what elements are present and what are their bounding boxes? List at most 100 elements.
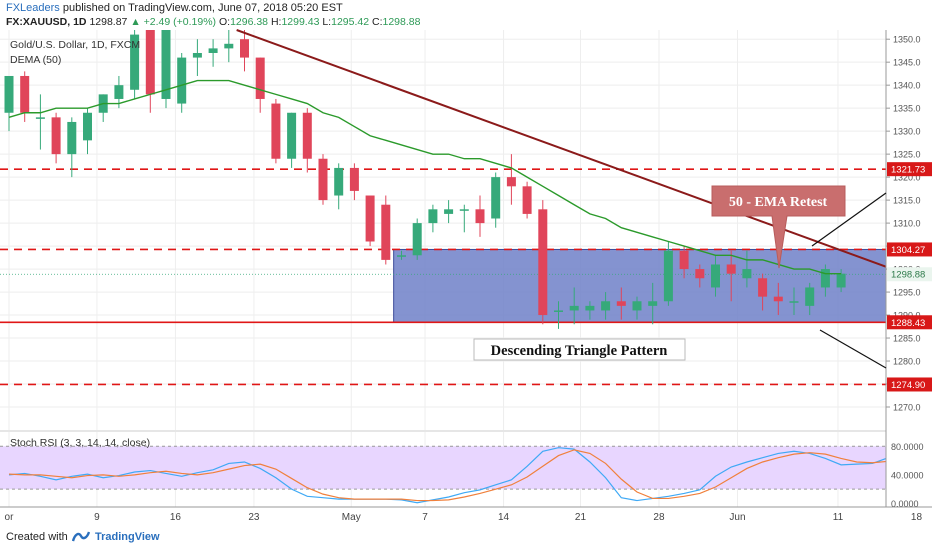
level-price-tag-bg [887, 315, 932, 330]
price-tick-label: 1270.0 [893, 403, 921, 413]
candle-body [397, 255, 406, 257]
high-label: H: [270, 16, 282, 28]
open-value: 1296.38 [230, 16, 269, 28]
created-with-text: Created with [6, 531, 68, 543]
footer: Created with TradingView [0, 525, 932, 550]
candle-body [349, 167, 359, 191]
candle-body [240, 39, 249, 58]
candle-body [538, 209, 548, 316]
candle-body [711, 264, 720, 288]
candle-body [789, 301, 799, 303]
pattern-label-text: Descending Triangle Pattern [491, 343, 668, 359]
candle-body [554, 310, 563, 312]
level-price-tag: 1321.73 [891, 165, 925, 176]
time-tick-label: 7 [422, 512, 428, 523]
price-tick-label: 1320.0 [893, 173, 921, 183]
rsi-tick-label: 0.0000 [891, 499, 919, 509]
price-tick-label: 1310.0 [893, 219, 921, 229]
price-tick-label: 1330.0 [893, 127, 921, 137]
upper-projection-line [811, 192, 887, 247]
candle-body [287, 112, 297, 159]
candle-body [4, 75, 14, 113]
main-pane [0, 30, 886, 430]
price-tick-label: 1325.0 [893, 150, 921, 160]
rsi-tick-label: 40.0000 [891, 470, 924, 480]
ema-callout-box [711, 185, 846, 269]
candle-body [773, 296, 783, 302]
rsi-title: Stoch RSI (3, 3, 14, 14, close) [10, 437, 150, 449]
time-tick-label: 11 [833, 512, 844, 523]
time-tick-label: 18 [911, 512, 923, 523]
time-tick-label: 23 [248, 512, 260, 523]
candle-body [444, 209, 454, 214]
candle-body [648, 301, 658, 306]
high-value: 1299.43 [281, 16, 320, 28]
candle-body [224, 43, 234, 49]
price-change: +2.49 (+0.19%) [143, 16, 217, 28]
candle-body [145, 30, 155, 95]
current-price-tag-bg [887, 267, 932, 282]
rsi-series-line [8, 449, 905, 502]
close-label: C: [372, 16, 383, 28]
level-price-tag-bg [887, 162, 932, 177]
candle-body [836, 273, 846, 288]
candle-body [616, 301, 626, 306]
candle-body [601, 301, 611, 311]
time-tick-label: or [5, 512, 15, 523]
candle-body [51, 117, 61, 155]
candle-body [428, 209, 438, 224]
price-tick-label: 1295.0 [893, 288, 921, 298]
current-price-tag: 1298.88 [891, 270, 925, 281]
candle-body [663, 250, 673, 302]
candle-body [20, 75, 30, 113]
price-tick-label: 1315.0 [893, 196, 921, 206]
level-price-tag: 1304.27 [891, 245, 925, 256]
publisher-link[interactable]: FXLeaders [6, 2, 60, 14]
candle-body [679, 250, 689, 270]
last-price: 1298.87 [89, 16, 128, 28]
candle-body [67, 121, 77, 155]
candle-body [820, 269, 830, 288]
price-tick-label: 1285.0 [893, 334, 921, 344]
time-tick-label: Jun [729, 512, 745, 523]
candle-body [695, 269, 705, 279]
tradingview-brand[interactable]: TradingView [95, 531, 160, 543]
price-tick-label: 1350.0 [893, 35, 921, 45]
rsi-band [0, 446, 886, 490]
lower-projection-line [819, 329, 887, 369]
candle-body [35, 117, 45, 119]
tradingview-logo-icon [72, 531, 90, 542]
candle-body [192, 52, 202, 58]
level-price-tag-bg [887, 377, 932, 392]
level-price-tag-bg [887, 242, 932, 257]
candle-body [271, 103, 281, 159]
publish-info: FXLeaders published on TradingView.com, … [6, 2, 343, 14]
candle-body [459, 209, 469, 211]
descending-trendline [236, 29, 932, 285]
chart-header: FXLeaders published on TradingView.com, … [0, 0, 932, 30]
level-price-tag: 1274.90 [891, 380, 925, 391]
candle-body [255, 57, 265, 99]
candle-body [506, 177, 516, 187]
candle-body [491, 177, 501, 219]
candle-body [758, 278, 768, 297]
candle-body [805, 287, 815, 306]
symbol-label: FX:XAUUSD, 1D [6, 16, 87, 28]
time-tick-label: 21 [575, 512, 587, 523]
candle-body [318, 158, 328, 201]
ohlc-line: FX:XAUUSD, 1D 1298.87 ▲ +2.49 (+0.19%) O… [6, 16, 420, 28]
candle-body [177, 57, 187, 104]
published-text: published on TradingView.com, June 07, 2… [62, 2, 343, 14]
candle-body [726, 264, 736, 274]
time-tick-label: 16 [170, 512, 182, 523]
time-tick-label: 28 [653, 512, 665, 523]
candle-body [742, 269, 752, 279]
candle-body [475, 209, 485, 224]
pattern-label-box [473, 338, 686, 361]
candle-body [161, 30, 171, 99]
dema-label: DEMA (50) [10, 54, 61, 66]
candle-body [412, 223, 422, 256]
candle-body [522, 186, 532, 214]
price-tick-label: 1340.0 [893, 81, 921, 91]
